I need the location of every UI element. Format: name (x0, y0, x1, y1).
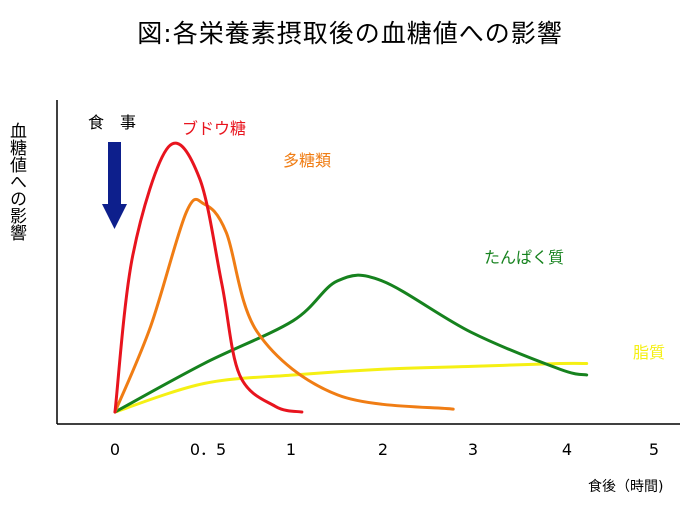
x-tick-label: 0 (110, 440, 120, 459)
x-tick-label: 1 (286, 440, 296, 459)
series-label-protein: たんぱく質 (484, 248, 564, 267)
chart-title: 図:各栄養素摂取後の血糖値への影響 (137, 19, 563, 48)
x-tick-label: 2 (378, 440, 388, 459)
series-line-polysaccharide (113, 197, 455, 414)
series-line-protein (113, 273, 589, 414)
x-tick-label: 5 (649, 440, 659, 459)
series-line-glucose (113, 141, 304, 414)
series-label-polysaccharide: 多糖類 (283, 151, 331, 170)
meal-arrow-icon (102, 142, 127, 229)
series-label-fat: 脂質 (633, 343, 665, 362)
x-tick-label: 0．5 (190, 440, 226, 459)
x-tick-label: 4 (562, 440, 572, 459)
series-lines (113, 141, 589, 414)
meal-label: 食 事 (88, 113, 136, 132)
y-axis-label: 血糖値への影響 (6, 122, 26, 241)
x-tick-labels: 0 0．5 1 2 3 4 5 (110, 440, 659, 459)
series-line-fat (113, 361, 589, 414)
series-label-glucose: ブドウ糖 (182, 119, 246, 138)
x-axis-label: 食後（時間) (588, 478, 663, 495)
x-tick-label: 3 (468, 440, 478, 459)
